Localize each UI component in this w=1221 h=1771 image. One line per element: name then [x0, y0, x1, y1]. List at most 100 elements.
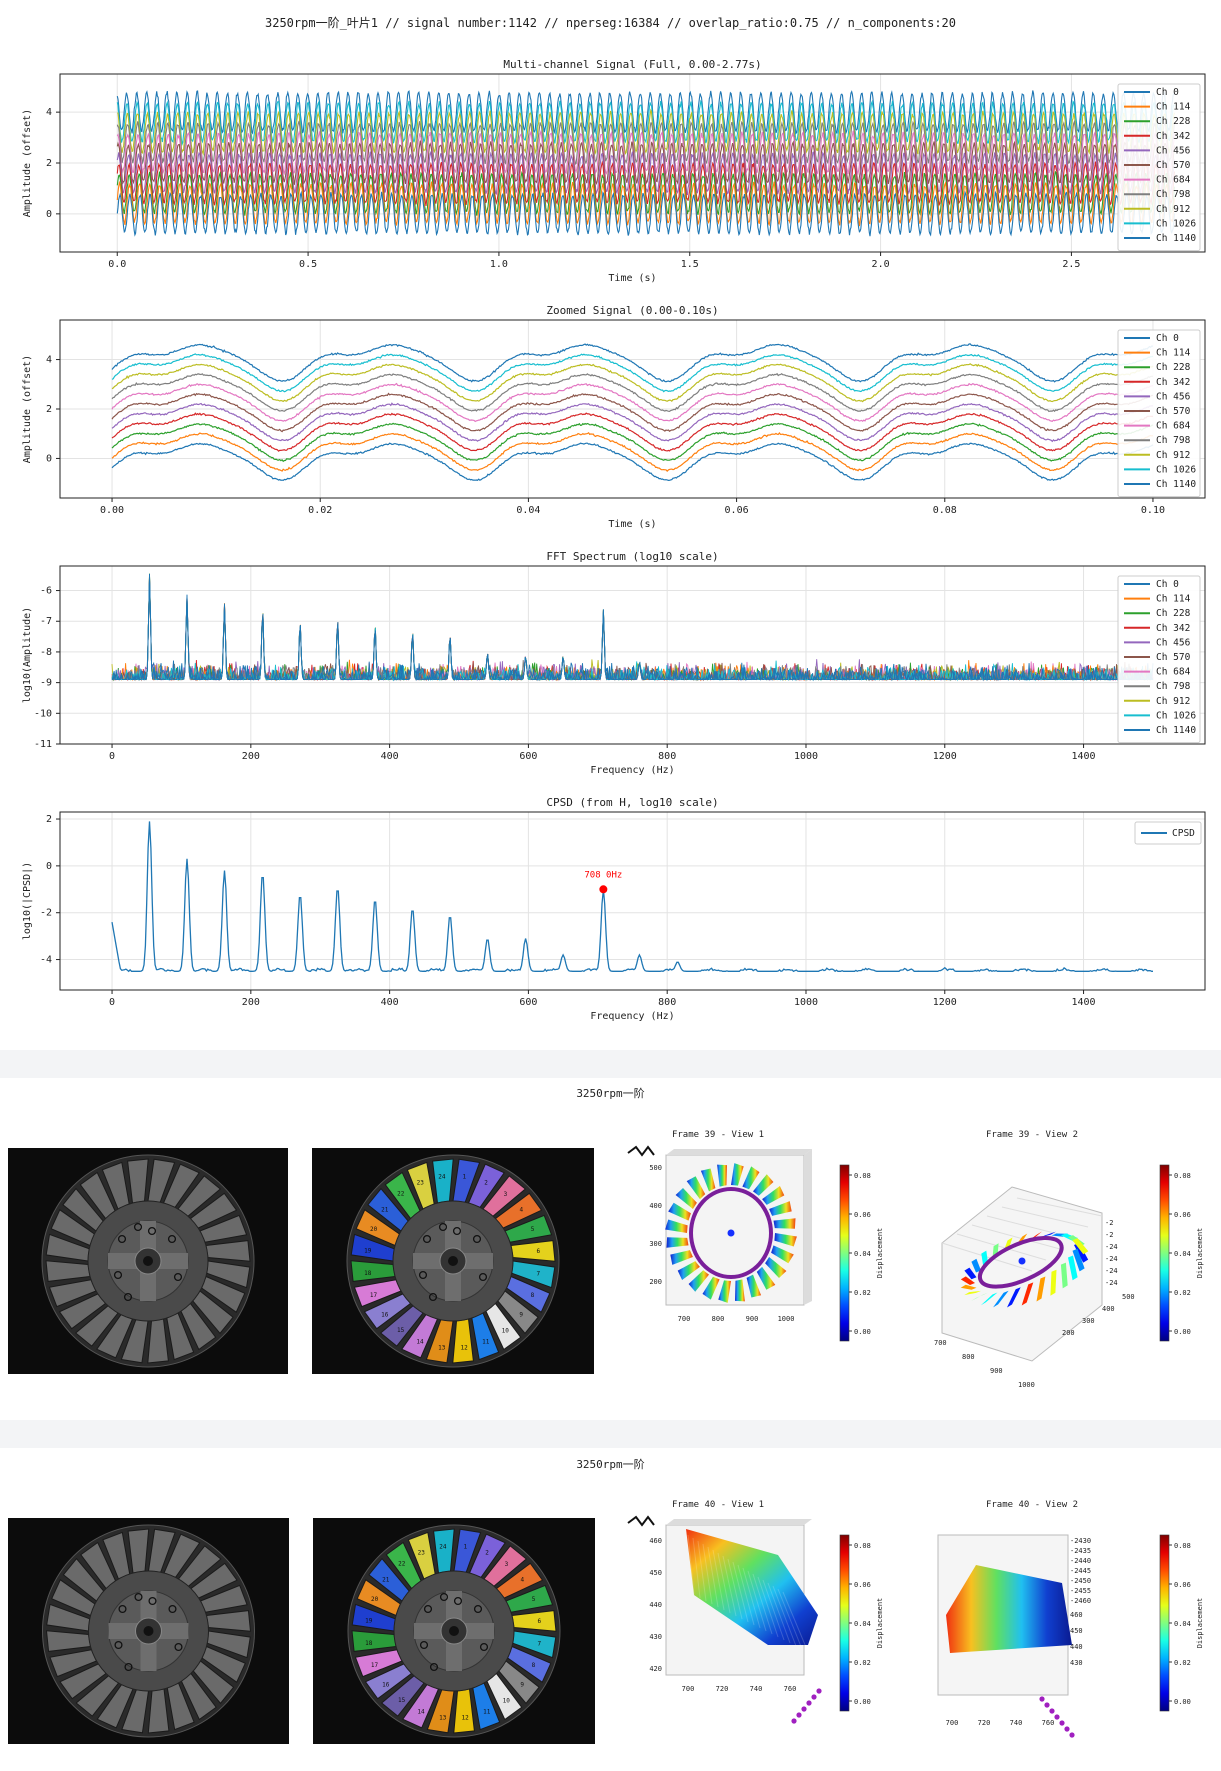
axes-pane-top: [666, 1519, 812, 1525]
plot-area: [56, 566, 1205, 748]
y-tick-label: 0: [46, 453, 52, 464]
y-tick-label: -8: [40, 647, 52, 658]
legend-box: [1134, 821, 1202, 845]
z-tick-label: -2: [1105, 1219, 1113, 1227]
legend-entry: Ch 912: [1156, 450, 1190, 461]
marker-dot: [148, 1596, 157, 1606]
z-tick-label: -2: [1105, 1231, 1113, 1239]
axis-clutter: [627, 1145, 655, 1157]
colorbar: [1159, 1534, 1170, 1712]
marker-dot: [429, 1662, 439, 1672]
blade-number: 18: [364, 1270, 372, 1277]
y-tick-label: 300: [1082, 1317, 1095, 1325]
y-tick-label: 460: [1070, 1611, 1083, 1619]
blade-number: 7: [537, 1640, 541, 1647]
x-tick-label: 1400: [1072, 997, 1096, 1008]
colorbar-tick-label: 0.00: [854, 1328, 871, 1336]
surface-mesh-line: [697, 1540, 707, 1602]
displacement-surface: [686, 1529, 818, 1645]
row-separator: [0, 1050, 1221, 1078]
blade-number: 4: [519, 1207, 523, 1214]
blade-surface: [717, 1164, 727, 1187]
blade-surface: [1068, 1255, 1078, 1281]
blade-surface: [677, 1261, 700, 1280]
hub-ring-points: [816, 1688, 822, 1694]
x-tick-label: 720: [978, 1719, 991, 1727]
marker-dot: [123, 1292, 133, 1302]
x-tick-label: 0.10: [1141, 505, 1165, 516]
blade-number: 20: [370, 1226, 378, 1233]
x-axis-label: Time (s): [608, 519, 656, 530]
x-tick-label: 0.00: [100, 505, 124, 516]
legend-entry: Ch 0: [1156, 333, 1179, 344]
frame39-view2-plot: Frame 39 - View 2 700 800 900 1000 500 400 300 2…: [922, 1125, 1217, 1395]
blade-surface: [1007, 1287, 1021, 1308]
z-tick-label: -2435: [1070, 1547, 1091, 1555]
blade-number: 11: [482, 1339, 490, 1346]
y-tick-label: 4: [46, 355, 52, 366]
blade-number: 1: [462, 1174, 466, 1181]
series-line-ch10: [112, 574, 1154, 682]
legend-entry: Ch 342: [1156, 131, 1190, 142]
plot-area: [56, 812, 1205, 994]
blade-number: 3: [504, 1191, 508, 1198]
x-tick-label: 700: [934, 1339, 947, 1347]
colorbar-tick-label: 0.04: [854, 1620, 871, 1628]
blade-surface: [731, 1163, 744, 1186]
blade-number: 11: [483, 1709, 491, 1716]
surface-mesh-line: [692, 1537, 701, 1599]
blade-surface: [742, 1166, 760, 1190]
cpsd-line: [111, 821, 1153, 973]
surface-mesh-line: [727, 1558, 743, 1620]
x-tick-label: 1.0: [490, 259, 508, 270]
legend-entry: Ch 114: [1156, 102, 1191, 113]
blade-number: 12: [460, 1344, 468, 1351]
colorbar-tick-label: 0.06: [1174, 1211, 1191, 1219]
z-tick-label: -2430: [1070, 1537, 1091, 1545]
series-line-ch0: [111, 442, 1154, 482]
grid-line: [1016, 1197, 1103, 1217]
hub-ring-points: [1059, 1720, 1065, 1726]
marker-dot: [428, 1292, 438, 1302]
plot-area: [56, 320, 1205, 502]
z-tick-label: -24: [1105, 1279, 1118, 1287]
frame40-view1-plot: Frame 40 - View 1 700 720 740 760 460 450 440 43…: [618, 1495, 908, 1755]
x-tick-label: 400: [381, 997, 399, 1008]
series-line-ch5: [116, 140, 1176, 186]
legend-entry: Ch 228: [1156, 608, 1191, 619]
row1-title: 3250rpm一阶: [576, 1087, 645, 1100]
x-tick-label: 700: [946, 1719, 959, 1727]
blade-surface: [1060, 1262, 1068, 1289]
blade-number: 21: [381, 1207, 389, 1214]
surface-mesh-line: [687, 1534, 695, 1596]
blade-number: 18: [365, 1640, 373, 1647]
marker-dot: [134, 1592, 143, 1602]
x-tick-label: 0.04: [516, 505, 540, 516]
blade-number: 4: [520, 1577, 524, 1584]
colorbar-tick-label: 0.00: [854, 1698, 871, 1706]
surface-mesh-line: [757, 1576, 779, 1638]
x-tick-label: 1000: [778, 1315, 795, 1323]
peak-marker-label: 708 0Hz: [584, 870, 622, 880]
x-tick-label: 700: [682, 1685, 695, 1693]
marker-dot: [438, 1222, 448, 1232]
y-axis-label: Amplitude (offset): [22, 109, 33, 217]
row-separator: [0, 1420, 1221, 1448]
surface-mesh-line: [777, 1588, 803, 1650]
x-tick-label: 720: [716, 1685, 729, 1693]
x-tick-label: 740: [1010, 1719, 1023, 1727]
blade-surface: [700, 1168, 716, 1192]
x-tick-label: 600: [519, 997, 537, 1008]
hub-bolt: [449, 1626, 459, 1636]
blade-surface: [980, 1292, 998, 1306]
y-tick-label: -10: [34, 708, 52, 719]
blade-number: 17: [370, 1292, 378, 1299]
series-line-ch8: [117, 108, 1176, 156]
x-tick-label: 1400: [1072, 751, 1096, 762]
blade-surface: [1072, 1248, 1085, 1272]
page-title: 3250rpm一阶_叶片1 // signal number:1142 // n…: [265, 16, 956, 30]
series-line-ch9: [111, 353, 1154, 393]
colorbar-tick-label: 0.08: [1174, 1542, 1191, 1550]
y-tick-label: 0: [46, 209, 52, 220]
blade-number: 20: [371, 1596, 379, 1603]
